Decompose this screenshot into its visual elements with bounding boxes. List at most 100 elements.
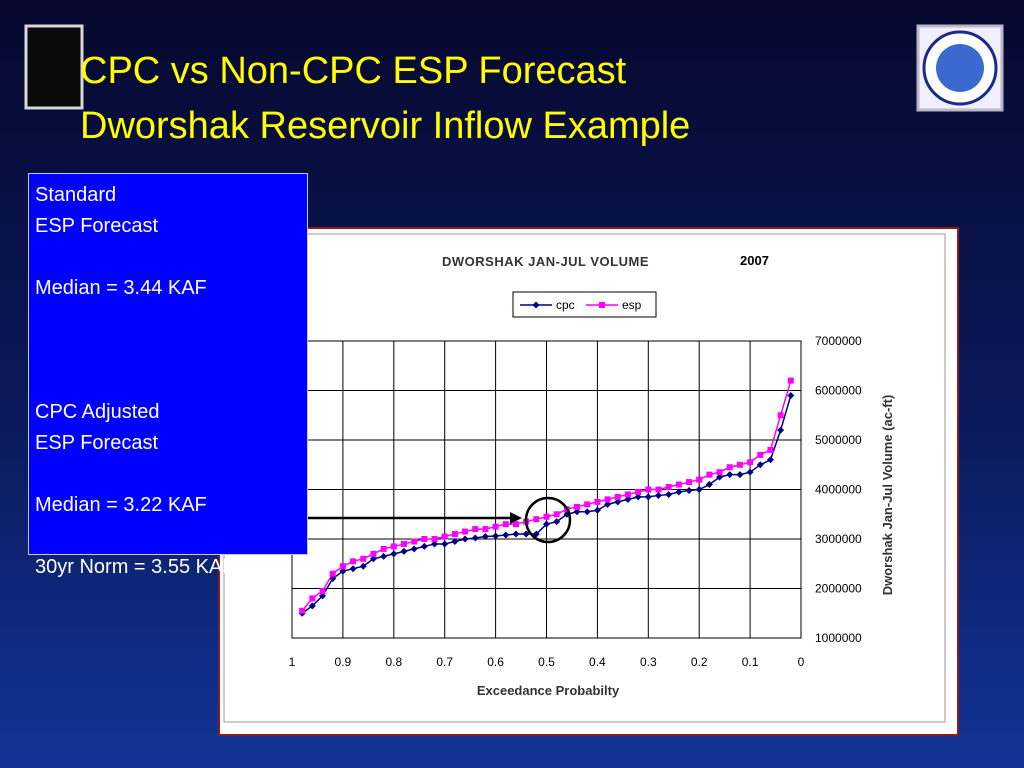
- marker: [675, 481, 682, 488]
- marker: [512, 530, 520, 538]
- marker: [400, 547, 408, 555]
- text-line: Median = 3.44 KAF: [35, 277, 207, 299]
- legend-label: esp: [622, 298, 642, 312]
- marker: [420, 542, 428, 550]
- marker: [634, 493, 642, 501]
- marker: [624, 491, 631, 498]
- marker: [482, 526, 489, 533]
- marker: [319, 592, 327, 600]
- marker: [583, 508, 591, 516]
- marker: [410, 545, 418, 553]
- marker: [431, 536, 438, 542]
- marker: [665, 490, 673, 498]
- marker: [451, 531, 458, 538]
- arrow-head: [510, 512, 522, 524]
- marker: [716, 473, 724, 481]
- highlight-circle: [524, 496, 572, 544]
- marker: [380, 552, 388, 560]
- marker: [594, 498, 601, 505]
- marker: [747, 459, 754, 466]
- marker: [553, 518, 561, 526]
- marker: [471, 534, 479, 542]
- y-tick-label: 1000000: [815, 631, 862, 645]
- marker: [624, 495, 632, 503]
- marker: [309, 595, 316, 602]
- marker: [299, 607, 306, 614]
- marker: [369, 555, 377, 563]
- marker: [777, 426, 785, 434]
- marker: [400, 540, 407, 547]
- x-tick-label: 0.8: [385, 655, 402, 669]
- x-tick-label: 0.9: [335, 655, 352, 669]
- x-axis-label: Exceedance Probabilty: [477, 683, 620, 698]
- marker: [553, 511, 560, 518]
- marker: [716, 469, 723, 476]
- legend-marker: [599, 302, 605, 308]
- paragraph: CPC Adjusted ESP Forecast: [35, 397, 301, 459]
- marker: [604, 496, 611, 503]
- x-tick-label: 1: [289, 655, 296, 669]
- marker: [421, 536, 428, 542]
- marker: [441, 540, 449, 548]
- y-axis-label: Dworshak Jan-Jul Volume (ac-ft): [880, 395, 895, 596]
- marker: [502, 531, 510, 539]
- marker: [543, 520, 550, 528]
- marker: [481, 533, 489, 541]
- paragraph: Median = 3.44 KAF: [35, 273, 301, 304]
- marker: [543, 513, 550, 520]
- marker: [329, 570, 336, 577]
- marker: [308, 602, 316, 610]
- marker: [584, 501, 591, 508]
- marker: [593, 506, 601, 514]
- marker: [645, 486, 652, 493]
- marker: [390, 543, 397, 550]
- marker: [512, 521, 519, 528]
- marker: [441, 533, 448, 540]
- text-line: Standard: [35, 184, 117, 206]
- marker: [349, 565, 357, 573]
- marker: [411, 538, 418, 545]
- marker: [573, 508, 581, 516]
- text-line: CPC Adjusted: [35, 401, 160, 423]
- marker: [614, 498, 622, 506]
- marker: [736, 461, 743, 468]
- text-line: ESP Forecast: [35, 432, 159, 454]
- marker: [686, 479, 693, 486]
- marker: [726, 471, 734, 479]
- marker: [695, 486, 703, 493]
- marker: [390, 550, 398, 558]
- x-tick-label: 0: [798, 655, 805, 669]
- marker: [706, 471, 713, 478]
- chart-title: DWORSHAK JAN-JUL VOLUME: [442, 254, 649, 269]
- marker: [339, 563, 346, 570]
- marker: [726, 464, 733, 471]
- marker: [339, 567, 347, 575]
- y-tick-label: 5000000: [815, 433, 862, 447]
- marker: [736, 471, 744, 479]
- marker: [380, 545, 387, 552]
- marker: [502, 521, 509, 528]
- photo-thumbnail: [24, 24, 84, 110]
- marker: [787, 391, 795, 399]
- x-tick-label: 0.5: [538, 655, 555, 669]
- marker: [777, 412, 784, 419]
- text-box: Standard ESP Forecast Median = 3.44 KAF CPC…: [28, 173, 308, 578]
- paragraph: 30yr Norm = 3.55 KAF: [35, 552, 301, 583]
- marker: [766, 456, 774, 464]
- marker: [492, 532, 500, 540]
- text-line: ESP Forecast: [35, 215, 159, 237]
- paragraph: Standard ESP Forecast: [35, 180, 301, 242]
- marker: [614, 493, 621, 500]
- nws-logo-center: [936, 44, 984, 92]
- marker: [654, 491, 662, 499]
- marker: [472, 526, 479, 533]
- marker: [757, 451, 764, 458]
- marker: [451, 537, 459, 545]
- legend-label: cpc: [556, 298, 575, 312]
- text-line: Median = 3.22 KAF: [35, 494, 207, 516]
- x-tick-label: 0.3: [640, 655, 657, 669]
- marker: [756, 461, 764, 469]
- marker: [574, 503, 581, 510]
